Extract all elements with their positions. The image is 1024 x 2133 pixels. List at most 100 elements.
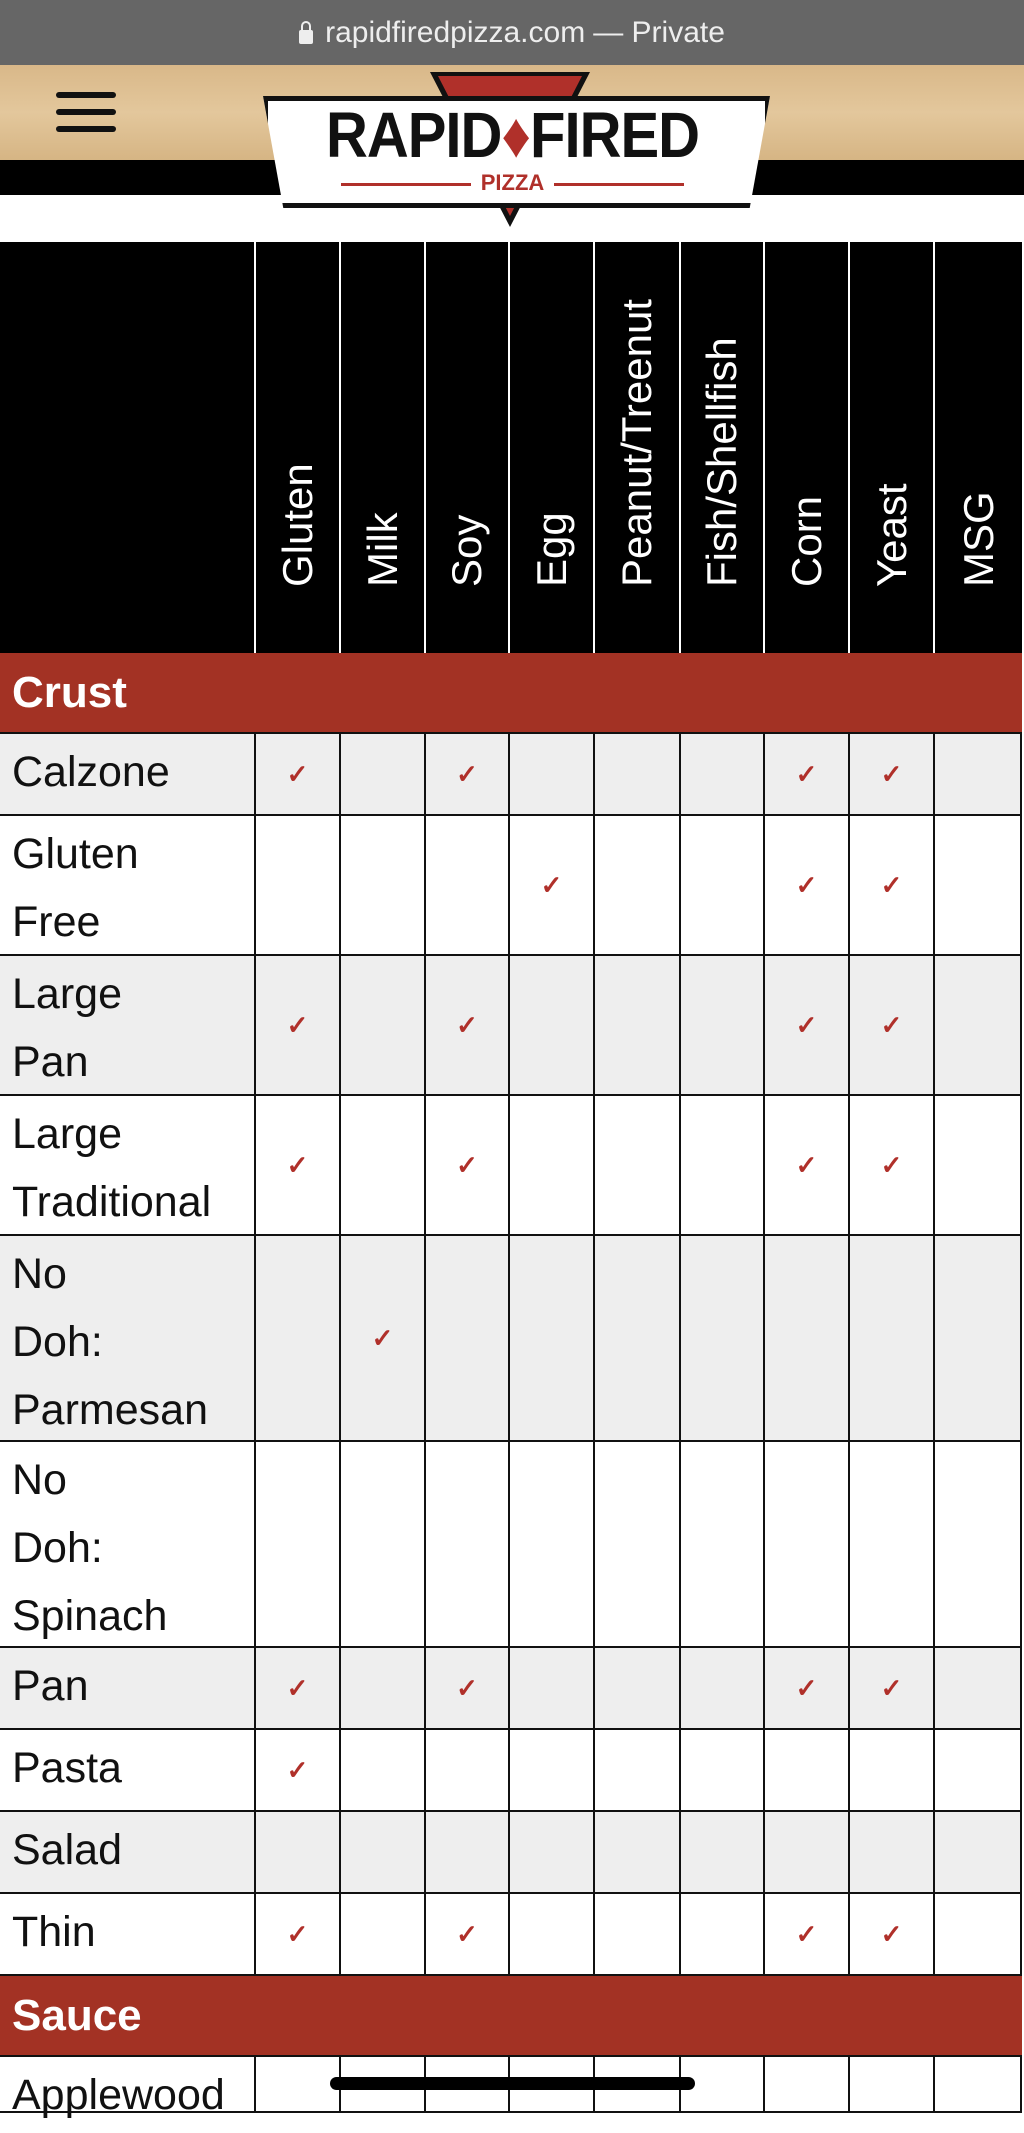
column-header-msg: MSG <box>933 242 1022 653</box>
check-icon: ✓ <box>795 1149 818 1180</box>
check-icon: ✓ <box>880 758 903 789</box>
column-header-yeast: Yeast <box>848 242 933 653</box>
check-icon: ✓ <box>795 1009 818 1040</box>
column-header-gluten: Gluten <box>254 242 339 653</box>
check-icon: ✓ <box>880 1009 903 1040</box>
column-label: Egg <box>527 512 575 587</box>
check-icon: ✓ <box>456 758 478 789</box>
allergen-cell: ✓ <box>763 816 848 954</box>
allergen-cell <box>339 734 424 814</box>
allergen-cell <box>254 1236 339 1440</box>
column-label: Peanut/Treenut <box>613 299 660 587</box>
allergen-cell: ✓ <box>254 1096 339 1234</box>
allergen-cell: ✓ <box>763 956 848 1094</box>
allergen-cell: ✓ <box>254 1730 339 1810</box>
check-icon: ✓ <box>880 1149 903 1180</box>
allergen-cell <box>508 734 593 814</box>
browser-address-bar[interactable]: rapidfiredpizza.com — Private <box>0 0 1024 65</box>
hamburger-menu-icon[interactable] <box>56 92 116 134</box>
allergen-cell <box>848 2057 933 2111</box>
allergen-cell: ✓ <box>424 1648 508 1728</box>
allergen-cell <box>679 1442 763 1646</box>
check-icon: ✓ <box>286 758 309 789</box>
allergen-cell <box>508 1812 593 1892</box>
allergen-cell <box>679 1730 763 1810</box>
flame-icon: ♦ <box>501 99 531 172</box>
allergen-cell <box>508 956 593 1094</box>
allergen-cell: ✓ <box>254 734 339 814</box>
allergen-cell <box>933 1730 1022 1810</box>
allergen-cell <box>933 1442 1022 1646</box>
column-label: Yeast <box>867 483 915 587</box>
allergen-cell <box>593 1442 679 1646</box>
allergen-cell <box>593 1648 679 1728</box>
check-icon: ✓ <box>286 1672 309 1703</box>
check-icon: ✓ <box>286 1009 309 1040</box>
table-row: Large Traditional ✓ ✓ ✓ ✓ <box>0 1096 1022 1236</box>
allergen-cell: ✓ <box>763 1096 848 1234</box>
allergen-cell <box>593 1812 679 1892</box>
allergen-cell <box>254 1442 339 1646</box>
table-row: Large Pan ✓ ✓ ✓ ✓ <box>0 956 1022 1096</box>
item-name: No Doh: Parmesan <box>12 1250 208 1434</box>
allergen-cell <box>339 816 424 954</box>
allergen-cell <box>933 1096 1022 1234</box>
home-indicator[interactable] <box>330 2077 695 2090</box>
column-header-peanut-treenut: Peanut/Treenut <box>593 242 679 653</box>
check-icon: ✓ <box>286 1754 309 1785</box>
table-row: Calzone ✓ ✓ ✓ ✓ <box>0 734 1022 816</box>
check-icon: ✓ <box>880 1672 903 1703</box>
allergen-cell <box>679 956 763 1094</box>
allergen-cell: ✓ <box>339 1236 424 1440</box>
allergen-cell <box>933 1236 1022 1440</box>
allergen-cell <box>339 1730 424 1810</box>
item-name: Pasta <box>12 1744 122 1792</box>
column-header-egg: Egg <box>508 242 593 653</box>
allergen-cell <box>254 816 339 954</box>
allergen-cell <box>763 1442 848 1646</box>
check-icon: ✓ <box>286 1918 309 1949</box>
item-name: No Doh: Spinach <box>12 1456 168 1640</box>
allergen-cell <box>679 1236 763 1440</box>
allergen-cell: ✓ <box>763 734 848 814</box>
section-header-sauce: Sauce <box>0 1976 1022 2057</box>
check-icon: ✓ <box>795 1918 818 1949</box>
table-row: No Doh: Parmesan ✓ <box>0 1236 1022 1442</box>
allergen-cell <box>508 1442 593 1646</box>
private-label: — Private <box>593 15 725 49</box>
allergen-cell <box>933 1894 1022 1974</box>
allergen-cell: ✓ <box>254 956 339 1094</box>
allergen-cell <box>933 956 1022 1094</box>
item-name: Gluten Free <box>12 830 139 946</box>
allergen-cell <box>424 816 508 954</box>
check-icon: ✓ <box>286 1149 309 1180</box>
item-name: Calzone <box>12 748 170 796</box>
allergen-cell: ✓ <box>254 1648 339 1728</box>
allergen-cell <box>933 734 1022 814</box>
allergen-cell <box>848 1812 933 1892</box>
item-name: Large Pan <box>12 970 122 1086</box>
allergen-cell <box>339 1442 424 1646</box>
rapid-fired-pizza-logo[interactable]: RAPID♦FIRED PIZZA <box>255 72 770 232</box>
allergen-cell: ✓ <box>424 1096 508 1234</box>
column-label: Corn <box>782 495 830 587</box>
column-header-milk: Milk <box>339 242 424 653</box>
table-row: Salad <box>0 1812 1022 1894</box>
allergen-cell <box>424 1236 508 1440</box>
check-icon: ✓ <box>880 869 903 900</box>
allergen-cell <box>508 1648 593 1728</box>
allergen-cell: ✓ <box>848 1096 933 1234</box>
allergen-cell <box>848 1442 933 1646</box>
allergen-cell <box>848 1730 933 1810</box>
allergen-cell: ✓ <box>848 734 933 814</box>
allergen-cell: ✓ <box>508 816 593 954</box>
table-row: Pan ✓ ✓ ✓ ✓ <box>0 1648 1022 1730</box>
check-icon: ✓ <box>795 758 818 789</box>
column-label: Gluten <box>273 463 321 587</box>
allergen-table-header: Gluten Milk Soy Egg Peanut/Treenut Fish/Shell… <box>0 242 1022 653</box>
allergen-cell <box>593 956 679 1094</box>
column-label: Soy <box>443 514 490 587</box>
item-name: Thin <box>12 1908 96 1956</box>
url-text: rapidfiredpizza.com <box>325 15 586 49</box>
allergen-cell: ✓ <box>848 1894 933 1974</box>
